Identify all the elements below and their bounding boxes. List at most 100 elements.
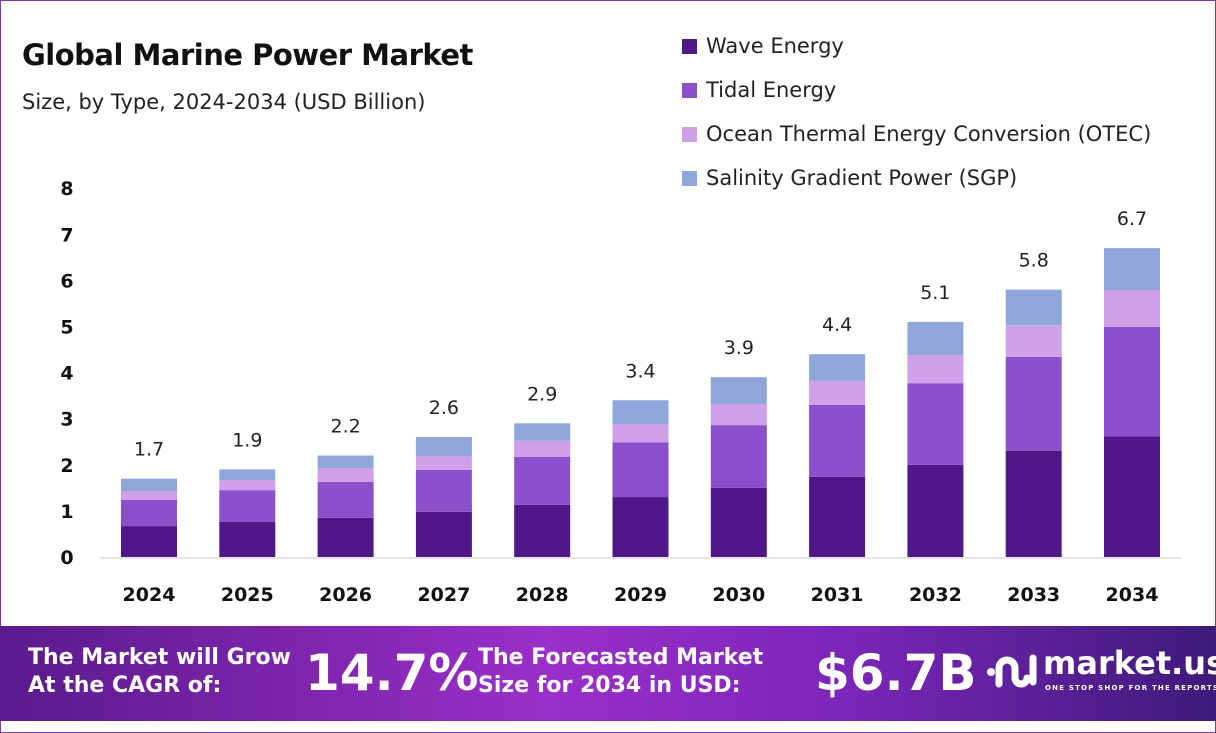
x-tick-label: 2027 xyxy=(417,584,470,606)
legend-label: Salinity Gradient Power (SGP) xyxy=(706,166,1018,190)
logo-tagline: ONE STOP SHOP FOR THE REPORTS xyxy=(1045,684,1216,692)
bar-segment xyxy=(612,442,669,498)
y-tick-label: 6 xyxy=(60,270,73,292)
x-tick-label: 2026 xyxy=(319,584,372,606)
total-label: 3.4 xyxy=(625,360,655,382)
legend-swatch xyxy=(682,38,697,54)
bar-segment xyxy=(415,437,472,457)
legend-item: Tidal Energy xyxy=(682,68,1151,112)
forecast-label: The Forecasted Market Size for 2034 in US… xyxy=(478,644,763,700)
total-label: 2.2 xyxy=(330,416,360,438)
y-tick-label: 3 xyxy=(60,409,73,431)
legend-label: Tidal Energy xyxy=(706,78,837,102)
legend-item: Wave Energy xyxy=(682,24,1151,68)
bar-segment xyxy=(317,455,374,469)
x-tick-label: 2030 xyxy=(712,584,765,606)
bar-segment xyxy=(514,504,571,557)
bar-segment xyxy=(1005,450,1062,557)
total-label: 6.7 xyxy=(1117,208,1147,230)
y-tick-label: 0 xyxy=(60,547,73,569)
bar-segment xyxy=(612,424,669,443)
bar-segment xyxy=(710,377,767,404)
chart-subtitle: Size, by Type, 2024-2034 (USD Billion) xyxy=(22,90,426,114)
bar-segment xyxy=(514,440,571,457)
bar-segment xyxy=(1104,436,1160,557)
bar-segment xyxy=(710,403,767,426)
legend-swatch xyxy=(682,82,697,98)
x-tick-label: 2033 xyxy=(1007,584,1060,606)
legend-item: Salinity Gradient Power (SGP) xyxy=(682,156,1151,200)
legend-label: Wave Energy xyxy=(706,34,844,58)
bar-segment xyxy=(219,521,276,557)
bar-segment xyxy=(121,526,177,557)
y-tick-label: 5 xyxy=(60,317,73,339)
total-label: 3.9 xyxy=(724,337,754,359)
y-tick-label: 2 xyxy=(60,455,73,477)
bar-segment xyxy=(612,497,669,557)
forecast-label-line1: The Forecasted Market xyxy=(478,645,764,670)
bar-segment xyxy=(1005,356,1062,451)
bar-segment xyxy=(317,517,374,557)
x-tick-label: 2032 xyxy=(909,584,962,606)
bar-segment xyxy=(710,487,767,557)
y-tick-label: 8 xyxy=(60,178,73,200)
bar-segment xyxy=(219,469,276,481)
bar-segment xyxy=(317,481,374,518)
legend-item: Ocean Thermal Energy Conversion (OTEC) xyxy=(682,112,1151,156)
bar-segment xyxy=(514,423,571,441)
total-label: 4.4 xyxy=(822,314,852,336)
chart-title: Global Marine Power Market xyxy=(22,38,473,72)
chart-plot: 0 1 2 3 4 5 6 7 8 1.7 2024 1.9 2025 2.2 2026 2.6 2027 2.9… xyxy=(60,178,1182,606)
bar-segment xyxy=(415,456,472,470)
logo-name: market.us xyxy=(1043,644,1216,682)
x-tick-label: 2034 xyxy=(1106,584,1159,606)
y-tick-label: 7 xyxy=(60,224,73,246)
bar-segment xyxy=(121,499,177,527)
y-tick-label: 1 xyxy=(60,501,73,523)
total-label: 2.6 xyxy=(429,397,459,419)
logo-mark-icon xyxy=(987,654,1037,688)
bar-segment xyxy=(907,464,964,557)
bar-segment xyxy=(809,380,866,405)
bar-segment xyxy=(121,478,177,492)
bar-segment xyxy=(1104,248,1160,291)
bar-segment xyxy=(809,354,866,381)
total-label: 1.7 xyxy=(134,439,164,461)
bar-segment xyxy=(415,511,472,557)
legend: Wave Energy Tidal Energy Ocean Thermal Ene… xyxy=(682,24,1151,200)
forecast-value: $6.7B xyxy=(815,644,977,702)
x-tick-label: 2031 xyxy=(811,584,864,606)
bar-segment xyxy=(1005,325,1062,357)
legend-swatch xyxy=(682,126,697,142)
x-tick-label: 2024 xyxy=(123,584,176,606)
y-tick-label: 4 xyxy=(60,363,73,385)
bar-segment xyxy=(907,383,964,465)
cagr-label-line2: At the CAGR of: xyxy=(28,673,222,698)
bar-segment xyxy=(1104,326,1160,437)
bar-segment xyxy=(219,490,276,522)
summary-banner: The Market will Grow At the CAGR of: 14.7… xyxy=(0,626,1216,721)
bar-segment xyxy=(514,456,571,505)
legend-swatch xyxy=(682,170,697,186)
bar-segment xyxy=(1005,289,1062,326)
cagr-value: 14.7% xyxy=(305,644,479,702)
bar-segment xyxy=(612,400,669,425)
total-label: 2.9 xyxy=(527,383,557,405)
bar-segment xyxy=(809,404,866,477)
total-label: 1.9 xyxy=(232,429,262,451)
bar-segment xyxy=(121,491,177,500)
cagr-label: The Market will Grow At the CAGR of: xyxy=(28,644,291,700)
x-tick-label: 2028 xyxy=(516,584,569,606)
bar-segment xyxy=(907,321,964,356)
x-tick-label: 2025 xyxy=(221,584,274,606)
legend-label: Ocean Thermal Energy Conversion (OTEC) xyxy=(706,122,1152,146)
forecast-label-line2: Size for 2034 in USD: xyxy=(478,673,741,698)
bar-segment xyxy=(1104,290,1160,327)
bar-segment xyxy=(809,476,866,557)
bar-segment xyxy=(415,469,472,512)
bar-segment xyxy=(317,468,374,482)
bar-segment xyxy=(907,355,964,384)
x-tick-label: 2029 xyxy=(614,584,667,606)
total-label: 5.1 xyxy=(920,282,950,304)
bar-segment xyxy=(710,425,767,488)
